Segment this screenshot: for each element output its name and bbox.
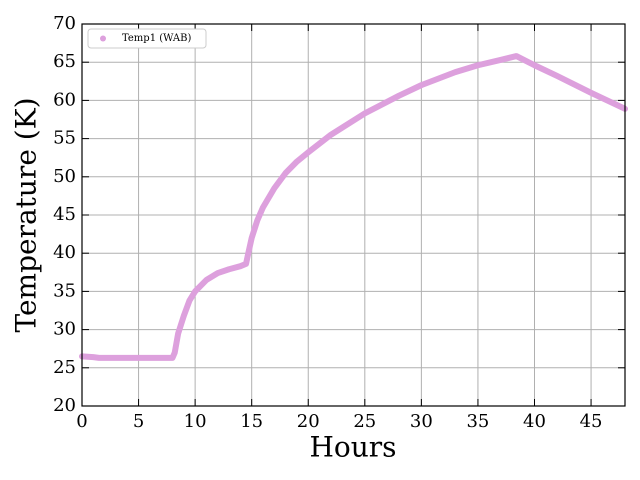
- y-tick-label: 55: [53, 128, 76, 149]
- x-tick-label: 10: [184, 411, 207, 432]
- plot-frame: [81, 23, 626, 407]
- y-axis-label: Temperature (K): [10, 97, 43, 332]
- y-tick-label: 45: [53, 204, 76, 225]
- legend-label: Temp1 (WAB): [122, 33, 191, 44]
- x-tick-label: 15: [240, 411, 263, 432]
- y-tick-label: 25: [53, 357, 76, 378]
- y-tick-label: 40: [53, 242, 76, 263]
- y-tick-label: 20: [53, 395, 76, 416]
- y-tick-label: 50: [53, 166, 76, 187]
- data-line: [79, 53, 628, 361]
- x-tick-label: 5: [133, 411, 144, 432]
- x-tick-label: 35: [466, 411, 489, 432]
- legend-box: [87, 28, 207, 49]
- x-tick-label: 45: [580, 411, 603, 432]
- x-tick-label: 25: [353, 411, 376, 432]
- legend-marker: [100, 35, 106, 42]
- x-tick-label: 0: [76, 411, 87, 432]
- x-tick-label: 20: [297, 411, 320, 432]
- x-tick-label: 40: [523, 411, 546, 432]
- y-tick-label: 35: [53, 280, 76, 301]
- x-axis-label: Hours: [309, 431, 396, 464]
- y-tick-label: 65: [53, 51, 76, 72]
- y-tick-label: 70: [53, 13, 76, 34]
- y-tick-label: 60: [53, 89, 76, 110]
- x-tick-label: 30: [410, 411, 433, 432]
- y-tick-label: 30: [53, 319, 76, 340]
